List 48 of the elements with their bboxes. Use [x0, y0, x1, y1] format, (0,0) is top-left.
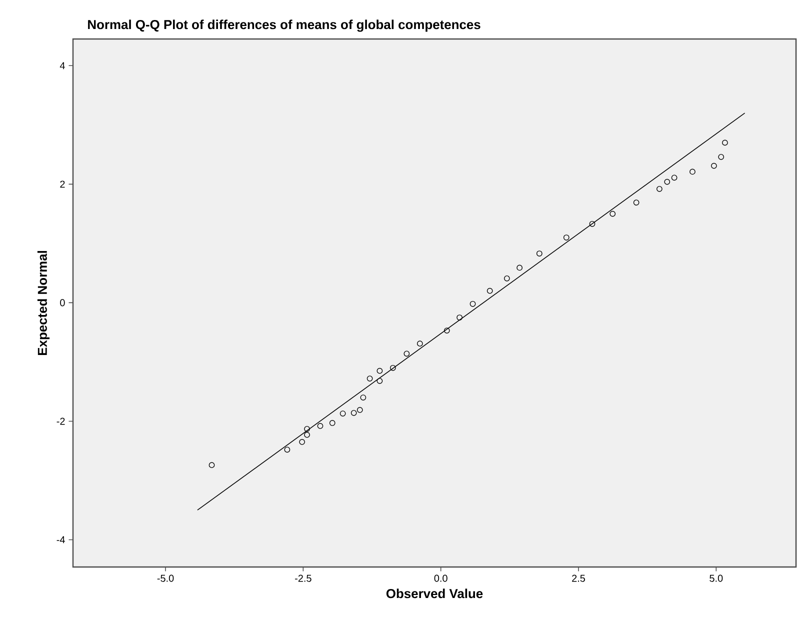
y-tick-label: -2: [56, 418, 65, 425]
point: [536, 250, 542, 256]
point: [589, 220, 596, 227]
point: [376, 378, 383, 384]
point: [208, 462, 215, 468]
point: [299, 439, 306, 445]
point: [340, 410, 346, 416]
point: [671, 174, 678, 181]
point: [711, 162, 717, 169]
x-tick-label: 2.5: [572, 574, 585, 582]
point: [304, 432, 310, 438]
point: [444, 328, 450, 334]
point: [610, 210, 616, 217]
point: [356, 407, 363, 413]
point: [516, 264, 523, 271]
point: [470, 300, 476, 307]
y-tick-label: -4: [56, 536, 65, 544]
y-tick-label: 0: [60, 299, 65, 306]
point: [486, 288, 493, 294]
point: [416, 340, 423, 347]
point: [718, 154, 724, 160]
x-tick-label: -5.0: [157, 574, 174, 582]
point: [404, 350, 410, 357]
point: [360, 394, 366, 400]
point: [350, 410, 357, 416]
point: [722, 140, 728, 146]
point: [304, 426, 310, 432]
x-tick-label: 0.0: [434, 574, 448, 582]
point: [656, 186, 662, 192]
point: [390, 364, 396, 371]
point: [504, 275, 510, 282]
point: [317, 423, 324, 429]
point: [284, 446, 290, 453]
point: [633, 200, 640, 206]
x-tick-label: 5.0: [710, 574, 723, 582]
point: [376, 368, 383, 374]
point: [329, 420, 336, 426]
x-tick-label: -2.5: [295, 574, 312, 582]
point: [690, 168, 696, 175]
point: [366, 376, 373, 382]
point: [456, 314, 462, 320]
point: [664, 178, 670, 185]
x-axis-title: Observed Value: [386, 588, 483, 598]
chart-title: Normal Q-Q Plot of differences of means of global competences: [88, 20, 480, 32]
y-tick-label: 4: [60, 62, 65, 70]
point: [563, 234, 570, 240]
y-axis-title: Expected Normal: [37, 251, 50, 356]
y-tick-label: 2: [60, 180, 65, 188]
